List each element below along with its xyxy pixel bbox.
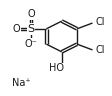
Text: HO: HO bbox=[48, 63, 64, 73]
Text: S: S bbox=[27, 24, 35, 34]
Text: Cl: Cl bbox=[95, 17, 105, 27]
Text: O⁻: O⁻ bbox=[25, 39, 37, 49]
Text: O: O bbox=[12, 24, 20, 34]
Text: O: O bbox=[27, 9, 35, 19]
Text: Na⁺: Na⁺ bbox=[12, 78, 30, 88]
Text: Cl: Cl bbox=[95, 45, 105, 55]
